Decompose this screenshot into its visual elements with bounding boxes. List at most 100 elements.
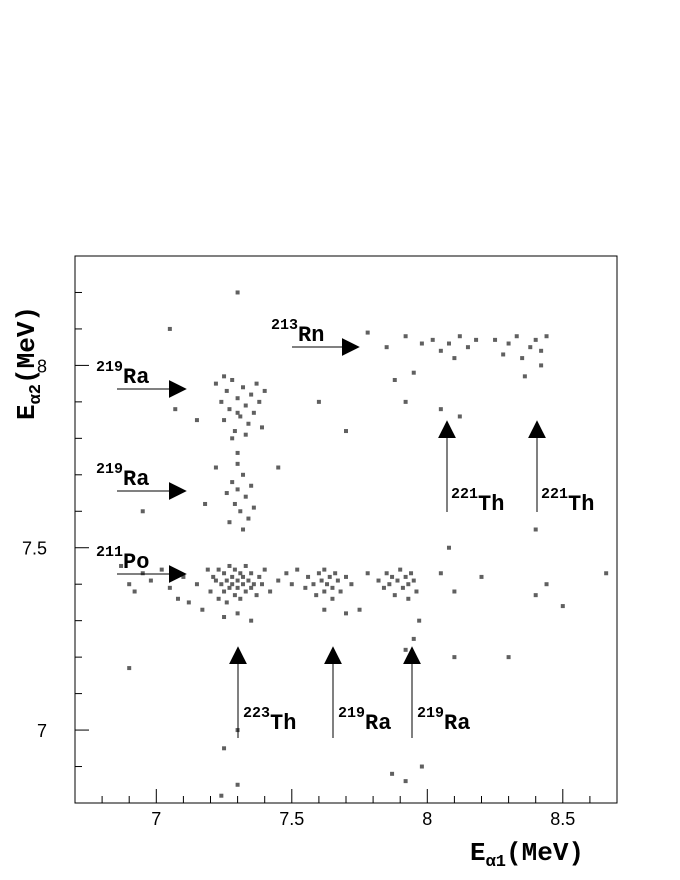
point <box>235 461 240 466</box>
point <box>224 388 229 393</box>
point <box>438 571 443 576</box>
y-axis-title: Eα2(MeV) <box>12 306 46 420</box>
point <box>506 341 511 346</box>
point <box>295 567 300 572</box>
point <box>243 563 248 568</box>
point <box>452 655 457 660</box>
point <box>219 793 224 798</box>
point <box>224 491 229 496</box>
point <box>238 596 243 601</box>
point <box>243 403 248 408</box>
point <box>257 399 262 404</box>
annotation-element: Ra <box>365 711 391 736</box>
point <box>227 585 232 590</box>
point <box>465 345 470 350</box>
point <box>344 429 348 434</box>
point <box>259 582 264 587</box>
point <box>398 567 403 572</box>
annotation-element: Ra <box>123 365 149 390</box>
point <box>246 516 251 521</box>
y-tick-label: 8 <box>37 356 47 376</box>
point <box>411 636 416 641</box>
point <box>344 611 348 616</box>
point <box>276 465 281 470</box>
x-tick-label: 8.5 <box>550 809 575 829</box>
point <box>259 425 264 430</box>
point <box>284 571 289 576</box>
point <box>403 574 408 579</box>
point <box>528 345 533 350</box>
point <box>319 578 324 583</box>
point <box>249 483 254 488</box>
point <box>127 666 132 671</box>
point <box>230 436 235 441</box>
point <box>395 578 400 583</box>
point <box>148 578 153 583</box>
point <box>533 337 538 342</box>
point <box>216 596 221 601</box>
point <box>241 385 246 390</box>
point <box>406 596 411 601</box>
point <box>311 582 316 587</box>
point <box>235 396 240 401</box>
point <box>235 487 240 492</box>
point <box>251 582 256 587</box>
point <box>119 563 124 568</box>
point <box>400 585 405 590</box>
point <box>544 582 549 587</box>
point <box>306 574 311 579</box>
point <box>506 655 511 660</box>
point <box>376 578 381 583</box>
point <box>457 334 462 339</box>
point <box>335 578 340 583</box>
point <box>452 589 457 594</box>
point <box>173 407 178 412</box>
point <box>365 571 370 576</box>
point <box>213 578 218 583</box>
point <box>276 578 281 583</box>
point <box>249 571 254 576</box>
point <box>390 771 395 776</box>
point <box>235 290 240 295</box>
annotation-label: 219Ra <box>96 461 149 492</box>
point <box>241 472 246 477</box>
point <box>241 582 246 587</box>
point <box>241 527 246 532</box>
point <box>327 574 332 579</box>
point <box>474 337 479 342</box>
point <box>222 571 227 576</box>
point <box>457 414 462 419</box>
point <box>452 356 457 361</box>
annotation-label: 221Th <box>541 486 594 517</box>
point <box>230 480 235 485</box>
point <box>514 334 519 339</box>
point <box>251 410 256 415</box>
point <box>384 345 389 350</box>
x-tick-label: 7 <box>151 809 161 829</box>
annotation-mass: 213 <box>271 317 298 334</box>
x-tick-label: 8 <box>422 809 432 829</box>
point <box>132 589 137 594</box>
annotation-label: 211Po <box>96 544 149 575</box>
point <box>230 377 235 382</box>
point <box>390 574 395 579</box>
point <box>604 571 609 576</box>
point <box>417 618 422 623</box>
annotation-mass: 219 <box>96 359 123 376</box>
point <box>314 593 319 598</box>
point <box>409 571 414 576</box>
y-tick-label: 7 <box>37 721 47 741</box>
point <box>238 509 243 514</box>
point <box>365 330 370 335</box>
point <box>140 571 145 576</box>
point <box>251 505 256 510</box>
annotation-element: Ra <box>123 467 149 492</box>
point <box>232 429 237 434</box>
point <box>539 363 544 368</box>
point <box>246 578 251 583</box>
point <box>222 615 227 620</box>
annotation-label: 221Th <box>451 486 504 517</box>
annotation-label: 219Ra <box>96 359 149 390</box>
point <box>203 501 208 506</box>
